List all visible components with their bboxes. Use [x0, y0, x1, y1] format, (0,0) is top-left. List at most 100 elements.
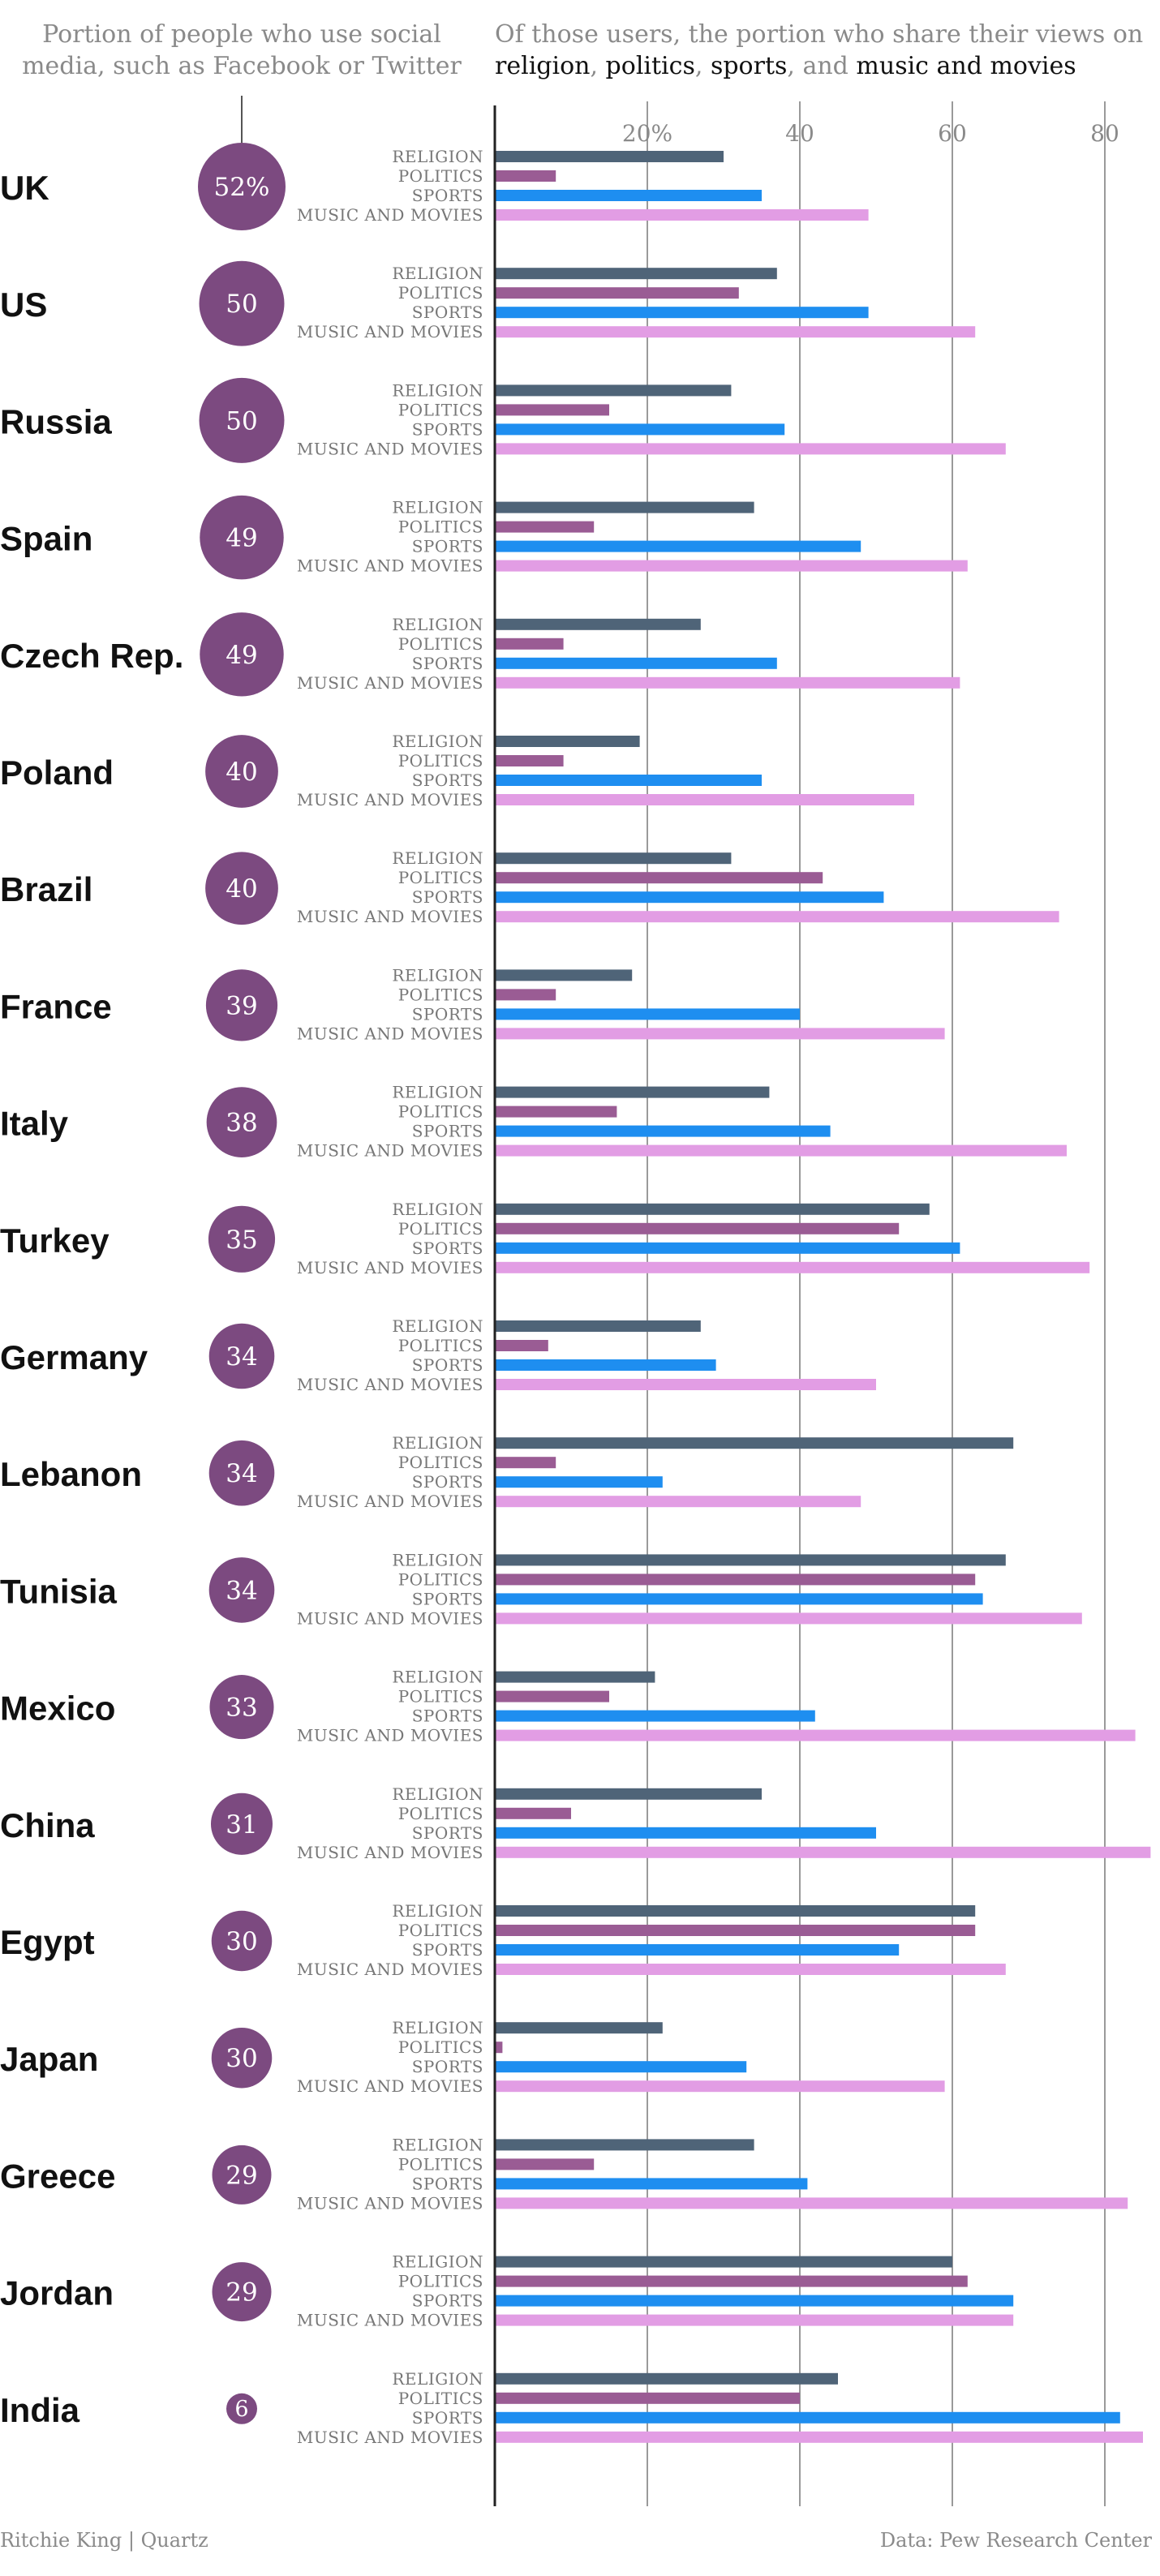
- right-header-part: ,: [590, 52, 605, 80]
- right-header-part: music and movies: [856, 52, 1076, 80]
- bar-politics: [496, 1574, 976, 1586]
- series-label: MUSIC AND MOVIES: [297, 2076, 483, 2096]
- series-label: SPORTS: [412, 186, 483, 205]
- social-media-bubble: [206, 1087, 277, 1157]
- bar-politics: [496, 1925, 976, 1936]
- bar-music-and-movies: [496, 1964, 1006, 1975]
- series-label: POLITICS: [398, 1804, 483, 1823]
- social-media-bubble: [200, 612, 284, 697]
- right-header-part: religion: [495, 52, 590, 80]
- bar-politics: [496, 1340, 548, 1351]
- social-media-bubble: [209, 1675, 274, 1740]
- bar-religion: [496, 969, 633, 981]
- series-label: RELIGION: [392, 1316, 483, 1336]
- series-label: MUSIC AND MOVIES: [297, 2193, 483, 2213]
- bar-politics: [496, 404, 609, 416]
- series-label: SPORTS: [412, 537, 483, 556]
- bar-music-and-movies: [496, 1846, 1151, 1858]
- series-label: MUSIC AND MOVIES: [297, 1375, 483, 1394]
- series-label: SPORTS: [412, 887, 483, 907]
- bar-sports: [496, 2411, 1120, 2424]
- series-label: SPORTS: [412, 2057, 483, 2076]
- bar-politics: [496, 1690, 609, 1702]
- bar-religion: [496, 2372, 838, 2385]
- country-label: Germany: [0, 1338, 148, 1376]
- country-label: Spain: [0, 520, 92, 558]
- social-media-value: 29: [226, 2161, 257, 2190]
- bar-politics: [496, 2158, 595, 2170]
- social-media-value: 33: [226, 1694, 257, 1723]
- social-media-bubble: [208, 1557, 275, 1623]
- series-label: MUSIC AND MOVIES: [297, 907, 483, 926]
- series-label: RELIGION: [392, 965, 483, 985]
- series-label: POLITICS: [398, 1921, 483, 1940]
- bar-music-and-movies: [496, 443, 1006, 455]
- bar-religion: [496, 736, 640, 747]
- bar-politics: [496, 170, 556, 182]
- series-label: POLITICS: [398, 634, 483, 654]
- series-label: MUSIC AND MOVIES: [297, 790, 483, 809]
- gridlines: [647, 101, 1106, 2506]
- social-media-value: 34: [226, 1576, 257, 1605]
- social-media-value: 34: [226, 1459, 257, 1488]
- right-header-part: politics: [606, 52, 695, 80]
- country-label: Italy: [0, 1105, 69, 1143]
- bar-politics: [496, 989, 556, 1001]
- bar-sports: [496, 2178, 808, 2190]
- social-media-value: 6: [234, 2397, 248, 2422]
- series-label: MUSIC AND MOVIES: [297, 439, 483, 458]
- bar-politics: [496, 1222, 900, 1234]
- series-label: SPORTS: [412, 303, 483, 322]
- chart-header: Portion of people who use social media, …: [22, 20, 1143, 80]
- social-media-value: 38: [226, 1109, 257, 1138]
- series-label: POLITICS: [398, 751, 483, 771]
- series-label: RELIGION: [392, 380, 483, 400]
- series-label: RELIGION: [392, 2018, 483, 2037]
- social-media-value: 29: [226, 2278, 257, 2308]
- social-media-bubble: [211, 2027, 273, 2089]
- bar-sports: [496, 657, 777, 669]
- bar-religion: [496, 1437, 1014, 1449]
- bar-religion: [496, 1788, 762, 1800]
- social-media-bubble: [211, 1910, 273, 1972]
- bar-religion: [496, 1086, 770, 1098]
- series-label: RELIGION: [392, 2135, 483, 2154]
- bar-sports: [496, 190, 762, 201]
- series-label: SPORTS: [412, 1004, 483, 1024]
- series-label: RELIGION: [392, 1550, 483, 1569]
- series-label: RELIGION: [392, 498, 483, 517]
- bar-politics: [496, 1457, 556, 1469]
- bar-music-and-movies: [496, 2197, 1128, 2209]
- x-tick-label: 40: [785, 120, 814, 147]
- series-label: RELIGION: [392, 1433, 483, 1453]
- bar-religion: [496, 2256, 952, 2268]
- series-label: RELIGION: [392, 1200, 483, 1219]
- bar-politics: [496, 2392, 800, 2404]
- country-label: Egypt: [0, 1923, 95, 1961]
- social-media-value: 35: [226, 1226, 257, 1255]
- bar-music-and-movies: [496, 1379, 876, 1390]
- country-label: India: [0, 2391, 80, 2429]
- series-label: MUSIC AND MOVIES: [297, 1608, 483, 1628]
- left-header-line-1: Portion of people who use social: [42, 20, 441, 49]
- series-label: MUSIC AND MOVIES: [297, 1960, 483, 1979]
- bar-sports: [496, 2295, 1014, 2307]
- series-label: MUSIC AND MOVIES: [297, 2428, 483, 2447]
- series-label: MUSIC AND MOVIES: [297, 1843, 483, 1862]
- series-label: POLITICS: [398, 2037, 483, 2057]
- bar-religion: [496, 268, 777, 280]
- social-media-bubble: [212, 2262, 272, 2322]
- bar-sports: [496, 1125, 831, 1137]
- bar-sports: [496, 775, 762, 786]
- social-media-bubble: [205, 852, 278, 925]
- series-label: POLITICS: [398, 1569, 483, 1589]
- country-label: Japan: [0, 2040, 98, 2078]
- chart-footer: Ritchie King | Quartz Data: Pew Research…: [0, 2529, 1153, 2552]
- series-label: SPORTS: [412, 1589, 483, 1608]
- series-label: POLITICS: [398, 283, 483, 303]
